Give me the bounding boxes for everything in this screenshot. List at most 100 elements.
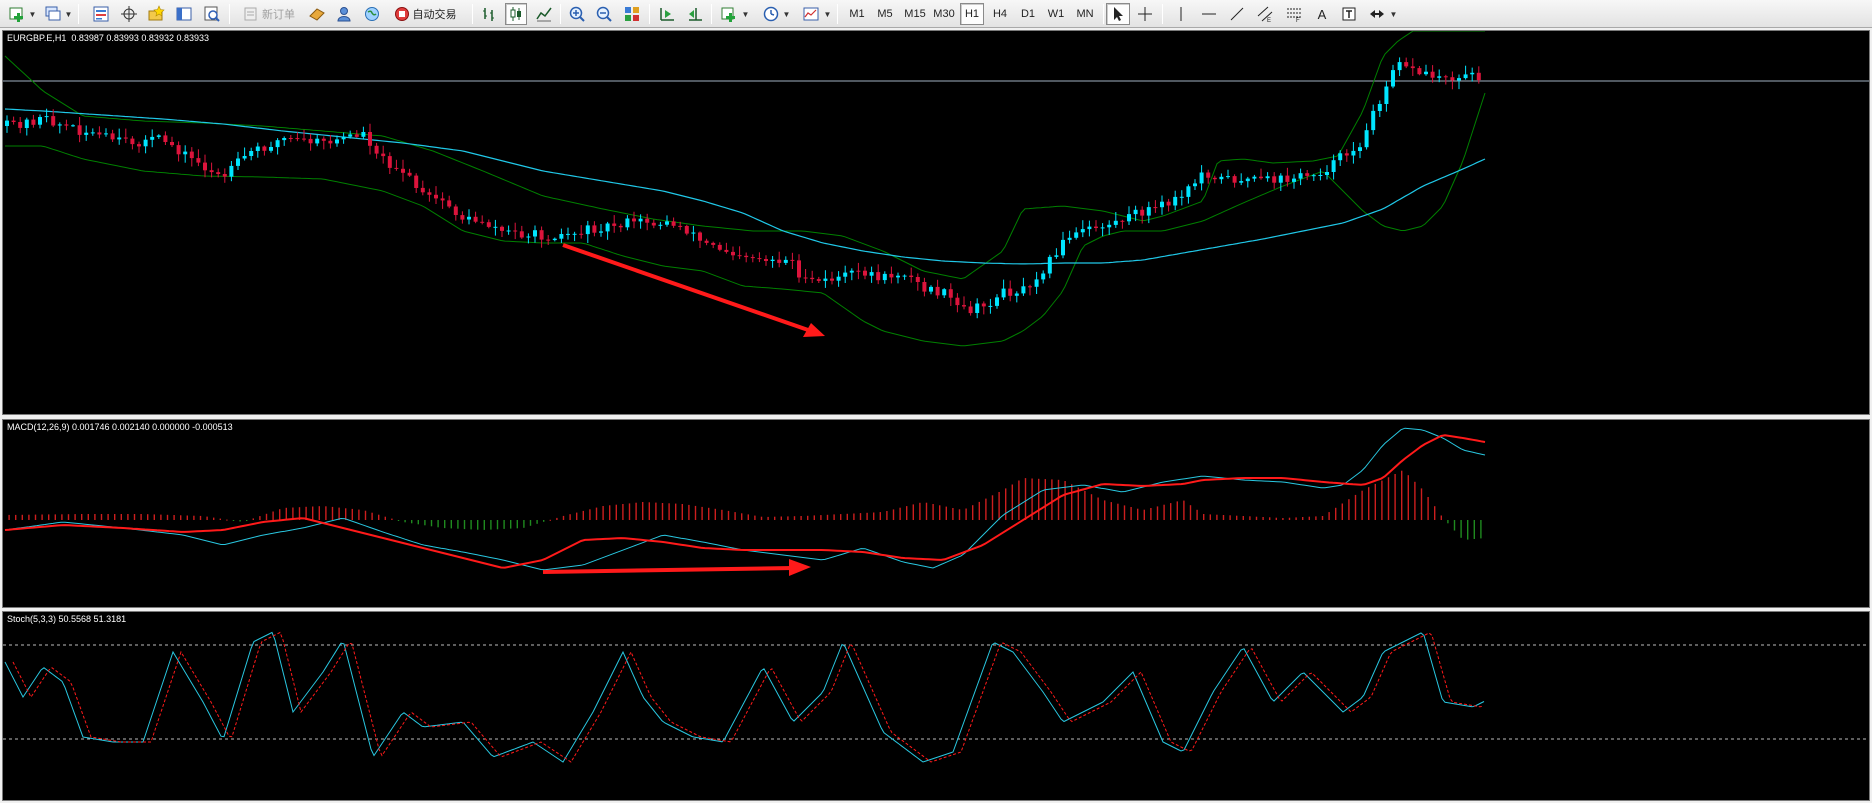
- macd-histogram-bar: [958, 509, 961, 520]
- text-tool-button[interactable]: A: [1317, 6, 1327, 22]
- macd-histogram-bar: [813, 515, 815, 520]
- navigator-button[interactable]: [145, 3, 167, 25]
- price-chart-pane[interactable]: EURGBP.E,H1 0.83987 0.83993 0.83932 0.83…: [2, 30, 1870, 415]
- macd-histogram-bar: [510, 520, 512, 529]
- macd-histogram-bar: [133, 514, 136, 520]
- macd-histogram-bar: [628, 503, 631, 520]
- timeframe-d1[interactable]: D1: [1020, 8, 1036, 20]
- bullish-candle: [1173, 196, 1178, 206]
- auto-trading-button[interactable]: 自动交易: [388, 3, 462, 25]
- bearish-candle: [407, 172, 412, 176]
- timeframe-m30[interactable]: M30: [933, 8, 955, 20]
- timeframe-h1[interactable]: H1: [960, 3, 984, 25]
- bullish-candle: [341, 136, 346, 140]
- macd-histogram-bar: [292, 507, 294, 520]
- bullish-candle: [1463, 74, 1468, 79]
- macd-histogram-bar: [1460, 520, 1462, 538]
- timeframe-m15[interactable]: M15: [904, 8, 926, 20]
- data-window-button[interactable]: [118, 3, 140, 25]
- terminal-button[interactable]: [173, 3, 195, 25]
- bullish-candle: [1087, 226, 1092, 230]
- bearish-candle: [216, 172, 221, 174]
- zoom-in-button[interactable]: [566, 3, 588, 25]
- timeframe-m5[interactable]: M5: [877, 8, 893, 20]
- arrows-tool-button[interactable]: [1366, 3, 1388, 25]
- horizontal-line-tool-button[interactable]: [1198, 3, 1220, 25]
- fibonacci-tool-button[interactable]: F: [1283, 3, 1305, 25]
- crosshair-tool-button[interactable]: [1134, 3, 1156, 25]
- auto-scroll-button[interactable]: [656, 3, 678, 25]
- bearish-candle: [876, 272, 881, 281]
- new-chart-dropdown[interactable]: ▼: [28, 9, 37, 19]
- bar-chart-button[interactable]: [478, 3, 500, 25]
- metaeditor-button[interactable]: [306, 3, 328, 25]
- macd-histogram-bar: [1407, 475, 1409, 520]
- bullish-candle: [1364, 130, 1369, 148]
- bearish-candle: [1206, 172, 1211, 178]
- bearish-candle: [724, 249, 729, 252]
- macd-histogram-bar: [1302, 517, 1304, 520]
- timeframe-h4[interactable]: H4: [992, 8, 1008, 20]
- macd-label: MACD(12,26,9) 0.001746 0.002140 0.000000…: [7, 422, 233, 432]
- add-indicator-icon: [720, 5, 738, 23]
- bearish-candle: [790, 259, 795, 261]
- bullish-candle: [585, 225, 590, 235]
- new-chart-button[interactable]: [6, 3, 28, 25]
- macd-histogram-bar: [285, 507, 287, 520]
- macd-histogram-bar: [879, 512, 881, 520]
- cursor-tool-button[interactable]: [1106, 3, 1130, 25]
- line-chart-button[interactable]: [533, 3, 555, 25]
- candlestick-chart-button[interactable]: [505, 3, 527, 25]
- macd-histogram-bar: [529, 520, 532, 526]
- bullish-candle: [315, 138, 320, 144]
- channel-tool-button[interactable]: E: [1254, 3, 1276, 25]
- macd-pane[interactable]: MACD(12,26,9) 0.001746 0.002140 0.000000…: [2, 419, 1870, 608]
- arrows-dropdown[interactable]: ▼: [1389, 9, 1398, 19]
- downtrend-arrow-line: [562, 243, 812, 333]
- market-watch-button[interactable]: [90, 3, 112, 25]
- templates-button[interactable]: [800, 3, 822, 25]
- cursor-arrow-icon: [1110, 6, 1126, 22]
- macd-histogram-bar: [246, 520, 248, 521]
- timeframe-mn[interactable]: MN: [1076, 8, 1094, 20]
- tile-windows-button[interactable]: [621, 3, 643, 25]
- macd-histogram-bar: [1222, 515, 1225, 520]
- timeframe-w1[interactable]: W1: [1047, 8, 1065, 20]
- macd-histogram-bar: [61, 514, 63, 520]
- macd-histogram-bar: [206, 516, 208, 520]
- macd-histogram-bar: [919, 502, 921, 520]
- price-chart-label: EURGBP.E,H1 0.83987 0.83993 0.83932 0.83…: [7, 33, 209, 43]
- macd-histogram-bar: [41, 514, 43, 520]
- macd-histogram-bar: [1117, 503, 1119, 520]
- zoom-out-button[interactable]: [593, 3, 615, 25]
- new-order-button[interactable]: 新订单: [236, 3, 302, 25]
- trendline-tool-button[interactable]: [1226, 3, 1248, 25]
- bullish-candle: [24, 119, 29, 128]
- profiles-icon: [44, 5, 62, 23]
- indicators-dropdown[interactable]: ▼: [741, 9, 750, 19]
- strategy-tester-button[interactable]: [201, 3, 223, 25]
- profiles-button[interactable]: [42, 3, 64, 25]
- macd-canvas: [4, 427, 1486, 576]
- vertical-line-tool-button[interactable]: [1170, 3, 1192, 25]
- macd-histogram-bar: [952, 508, 954, 520]
- text-label-tool-button[interactable]: [1338, 3, 1360, 25]
- profiles-dropdown[interactable]: ▼: [64, 9, 73, 19]
- macd-histogram-bar: [1005, 488, 1007, 520]
- periods-dropdown[interactable]: ▼: [782, 9, 791, 19]
- bearish-candle: [915, 277, 920, 282]
- macd-histogram-bar: [114, 514, 116, 520]
- templates-dropdown[interactable]: ▼: [823, 9, 832, 19]
- timeframe-m1[interactable]: M1: [849, 8, 865, 20]
- bearish-candle: [744, 255, 749, 258]
- macd-histogram-bar: [1189, 505, 1192, 520]
- periods-button[interactable]: [760, 3, 782, 25]
- signals-button[interactable]: [333, 3, 355, 25]
- horizontal-line-icon: [1201, 6, 1217, 22]
- chart-shift-button[interactable]: [684, 3, 706, 25]
- stochastic-pane[interactable]: Stoch(5,3,3) 50.5568 51.3181: [2, 611, 1870, 801]
- bearish-candle: [387, 156, 392, 168]
- market-button[interactable]: [361, 3, 383, 25]
- indicators-button[interactable]: [718, 3, 740, 25]
- toolbar-separator: [78, 4, 79, 24]
